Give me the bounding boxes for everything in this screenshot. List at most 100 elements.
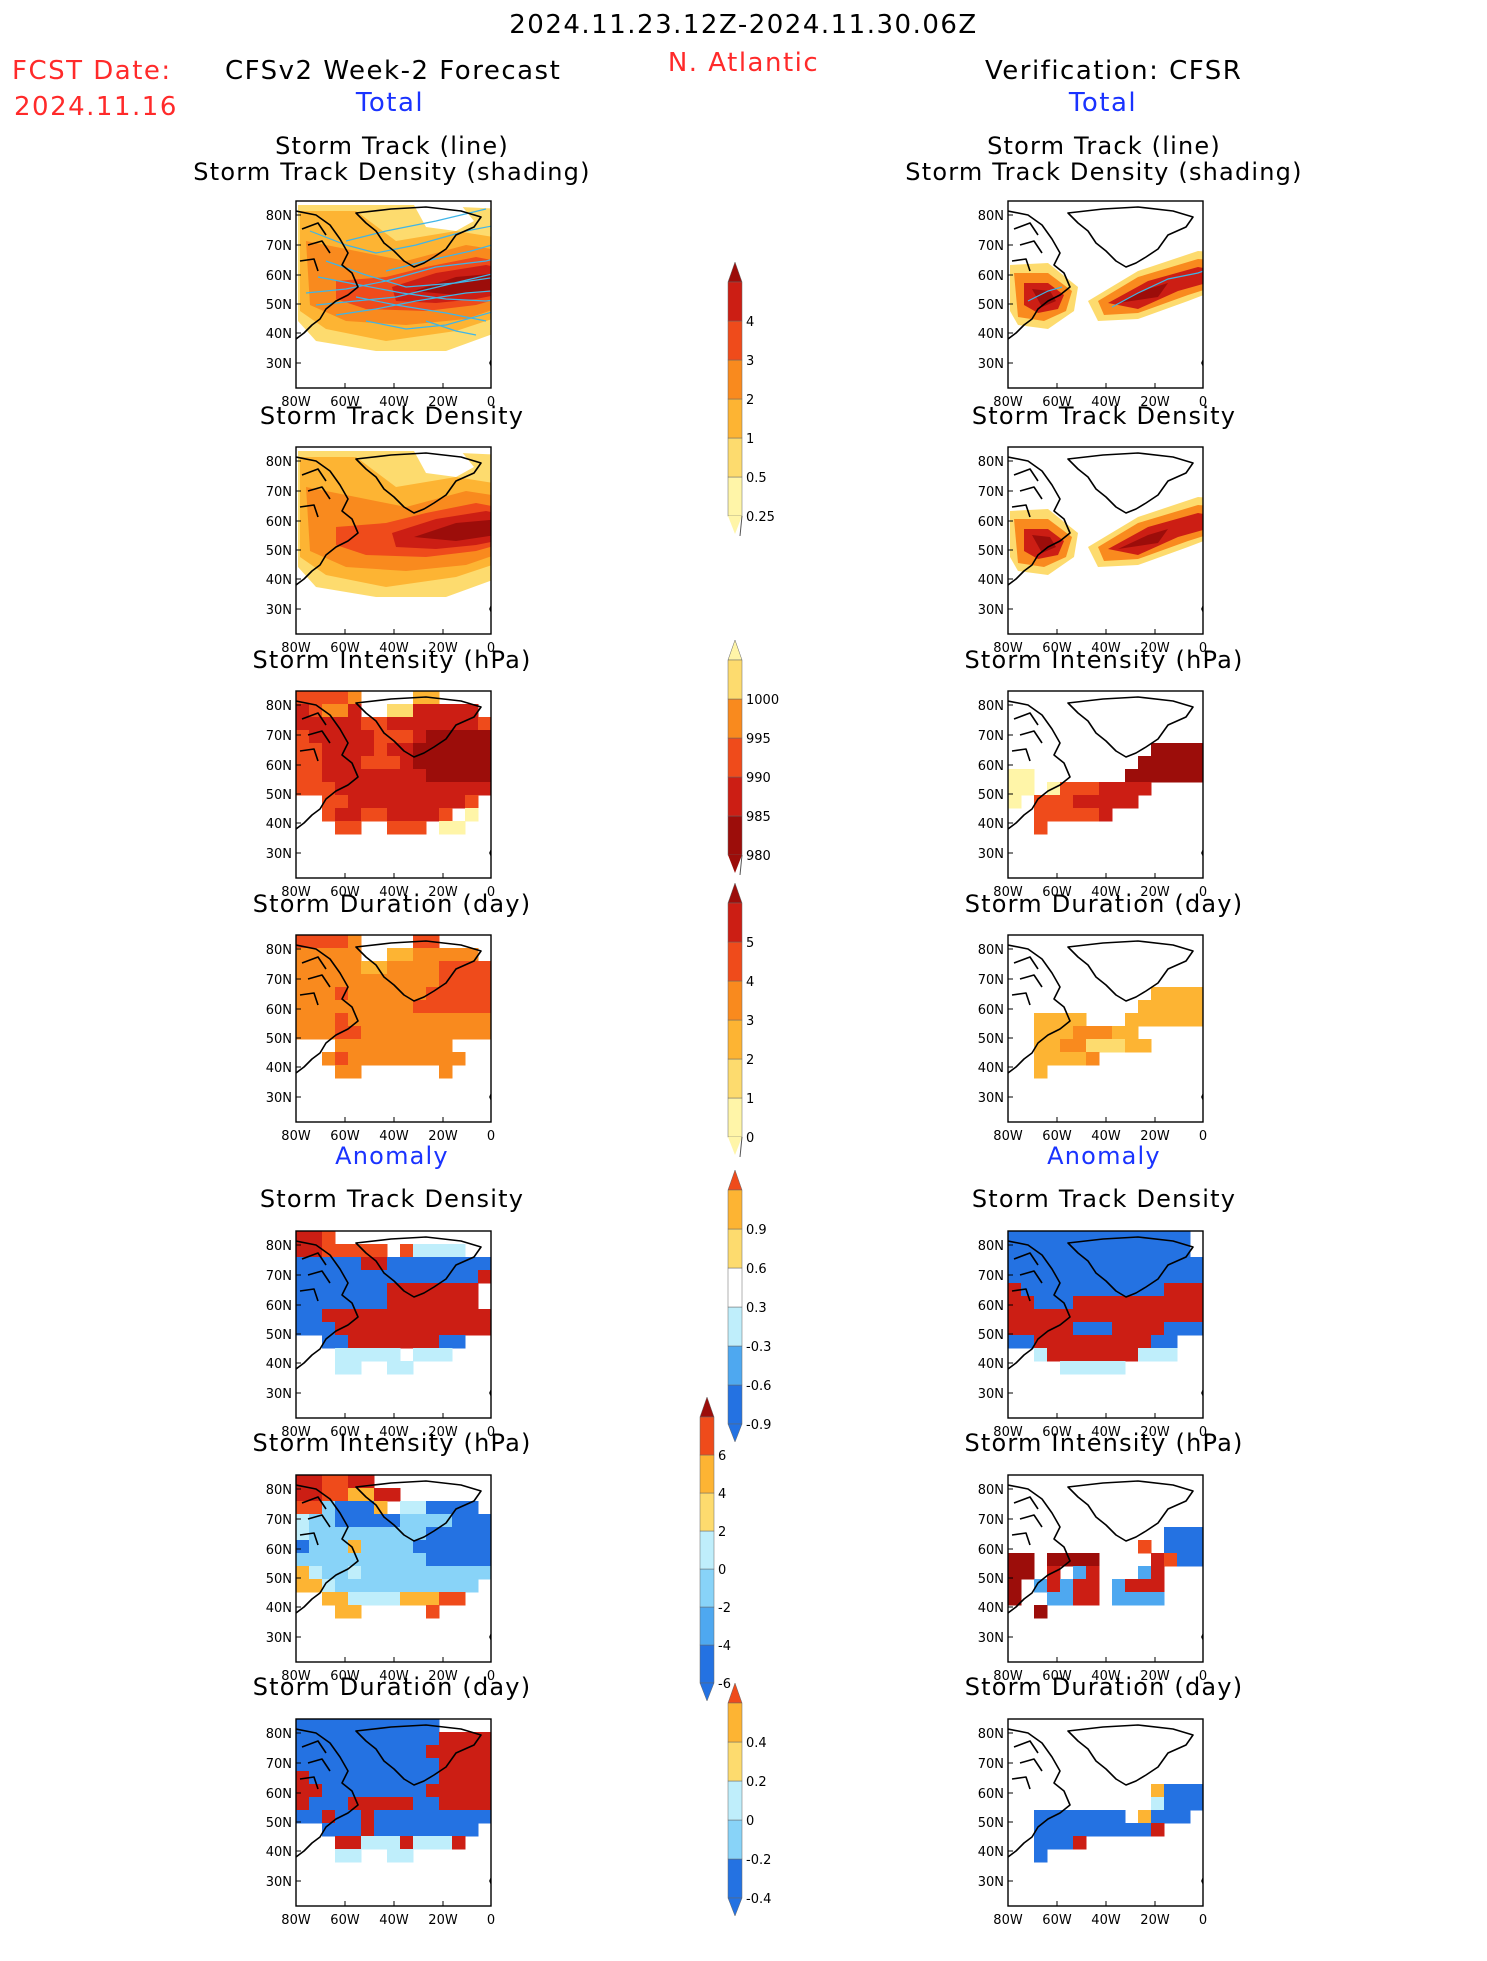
- lat-tick-label: 80N: [978, 943, 1004, 958]
- colorbar-tick-label: 5: [746, 936, 754, 951]
- left-p4-title: Storm Duration (day): [252, 890, 532, 918]
- lat-tick-label: 30N: [978, 1875, 1004, 1890]
- lon-tick-label: 20W: [428, 641, 458, 656]
- lat-tick-label: 80N: [266, 943, 292, 958]
- lon-tick-label: 80W: [281, 1425, 311, 1440]
- lon-tick-label: 60W: [1042, 641, 1072, 656]
- lon-tick-label: 20W: [1140, 641, 1170, 656]
- lon-tick-label: 80W: [993, 641, 1023, 656]
- colorbar-tick-label: 0.25: [746, 510, 775, 525]
- lat-tick-label: 30N: [978, 847, 1004, 862]
- lat-tick-label: 80N: [266, 1239, 292, 1254]
- colorbar-tick-label: 0.2: [746, 1775, 767, 1790]
- colorbar-tick-label: 990: [746, 771, 771, 786]
- colorbar-tick-label: 0: [746, 1131, 754, 1146]
- lat-tick-label: 70N: [266, 485, 292, 500]
- lon-tick-label: 80W: [993, 1425, 1023, 1440]
- lat-tick-label: 50N: [266, 1032, 292, 1047]
- lat-tick-label: 60N: [978, 1543, 1004, 1558]
- lat-tick-label: 80N: [978, 1239, 1004, 1254]
- lon-tick-label: 0: [487, 885, 495, 900]
- left-anomaly-label: Anomaly: [335, 1142, 449, 1170]
- right-p7-title: Storm Duration (day): [964, 1673, 1244, 1701]
- lat-tick-label: 60N: [978, 1299, 1004, 1314]
- left-map-duration: 80N 70N 60N 50N 40N 30N 80W 60W 40W 20W 0: [251, 931, 551, 1163]
- lat-tick-label: 40N: [978, 327, 1004, 342]
- greenland-coast: [1067, 1236, 1194, 1298]
- left-total-label: Total: [355, 88, 425, 118]
- lat-tick-label: 60N: [978, 515, 1004, 530]
- lon-tick-label: 60W: [1042, 1669, 1072, 1684]
- lon-tick-label: 40W: [379, 1913, 409, 1928]
- lat-tick-label: 80N: [978, 1483, 1004, 1498]
- lon-tick-label: 80W: [281, 395, 311, 410]
- lon-tick-label: 0: [487, 641, 495, 656]
- lon-tick-label: 20W: [428, 395, 458, 410]
- lon-tick-label: 0: [487, 395, 495, 410]
- lon-tick-label: 40W: [1091, 1129, 1121, 1144]
- colorbar-duration: 0 1 2 3 4 5: [718, 882, 798, 1196]
- lat-tick-label: 70N: [266, 1269, 292, 1284]
- lat-tick-label: 60N: [266, 1543, 292, 1558]
- colorbar-intensity: 980 985 990 995 1000: [718, 639, 798, 914]
- right-p4-title: Storm Duration (day): [964, 890, 1244, 918]
- left-p7-title: Storm Duration (day): [252, 1673, 532, 1701]
- lon-tick-label: 60W: [330, 641, 360, 656]
- colorbar-tick-label: 1: [746, 432, 754, 447]
- lat-tick-label: 80N: [978, 455, 1004, 470]
- colorbar-tick-label: 985: [746, 810, 771, 825]
- lon-tick-label: 0: [1199, 1913, 1207, 1928]
- lon-tick-label: 40W: [1091, 1425, 1121, 1440]
- colorbar-tick-label: -0.4: [746, 1892, 771, 1907]
- lat-tick-label: 30N: [266, 1631, 292, 1646]
- right-map-density-anomaly: 80N 70N 60N 50N 40N 30N 80W 60W 40W 20W 0: [963, 1227, 1263, 1459]
- lat-tick-label: 70N: [266, 239, 292, 254]
- lat-tick-label: 80N: [266, 1727, 292, 1742]
- lon-tick-label: 80W: [993, 885, 1023, 900]
- colorbar-tick-label: 2: [746, 1053, 754, 1068]
- right-p1-title-line1: Storm Track (line): [987, 132, 1221, 160]
- lat-tick-label: 30N: [978, 357, 1004, 372]
- lat-tick-label: 50N: [978, 788, 1004, 803]
- greenland-coast: [1067, 940, 1194, 1002]
- colorbar-density: 0.25 0.5 1 2 3 4: [718, 261, 798, 575]
- lat-tick-label: 60N: [978, 759, 1004, 774]
- lon-tick-label: 0: [487, 1913, 495, 1928]
- lon-tick-label: 20W: [428, 885, 458, 900]
- lon-tick-label: 20W: [428, 1425, 458, 1440]
- date-range-title: 2024.11.23.12Z-2024.11.30.06Z: [509, 10, 978, 40]
- right-map-duration-anomaly: 80N 70N 60N 50N 40N 30N 80W 60W 40W 20W 0: [963, 1715, 1263, 1947]
- lat-tick-label: 30N: [266, 603, 292, 618]
- lon-tick-label: 80W: [993, 395, 1023, 410]
- lat-tick-label: 60N: [266, 269, 292, 284]
- greenland-coast: [355, 206, 482, 268]
- lat-tick-label: 40N: [978, 1601, 1004, 1616]
- greenland-coast: [355, 940, 482, 1002]
- right-map-duration: 80N 70N 60N 50N 40N 30N 80W 60W 40W 20W 0: [963, 931, 1263, 1163]
- colorbar-tick-label: 0.4: [746, 1736, 767, 1751]
- fcst-date-label: FCST Date:: [12, 56, 172, 86]
- colorbar-tick-label: 0.5: [746, 471, 767, 486]
- lon-tick-label: 80W: [281, 885, 311, 900]
- lon-tick-label: 20W: [428, 1129, 458, 1144]
- colorbar-tick-label: 4: [746, 975, 754, 990]
- lon-tick-label: 60W: [330, 1669, 360, 1684]
- colorbar-tick-label: 1000: [746, 693, 779, 708]
- lat-tick-label: 50N: [266, 544, 292, 559]
- lon-tick-label: 80W: [281, 1129, 311, 1144]
- greenland-coast: [1067, 206, 1194, 268]
- lon-tick-label: 40W: [379, 1129, 409, 1144]
- lon-tick-label: 0: [487, 1425, 495, 1440]
- colorbar-tick-label: 4: [746, 315, 754, 330]
- lat-tick-label: 70N: [266, 1757, 292, 1772]
- colorbar-tick-label: 0.3: [746, 1301, 767, 1316]
- colorbar-tick-label: 995: [746, 732, 771, 747]
- colorbar-tick-label: 3: [746, 1014, 754, 1029]
- lat-tick-label: 50N: [266, 1572, 292, 1587]
- left-p6-title: Storm Intensity (hPa): [252, 1429, 532, 1457]
- lon-tick-label: 0: [487, 1129, 495, 1144]
- lat-tick-label: 30N: [266, 357, 292, 372]
- lon-tick-label: 80W: [993, 1129, 1023, 1144]
- lat-tick-label: 60N: [978, 269, 1004, 284]
- lat-tick-label: 40N: [266, 1601, 292, 1616]
